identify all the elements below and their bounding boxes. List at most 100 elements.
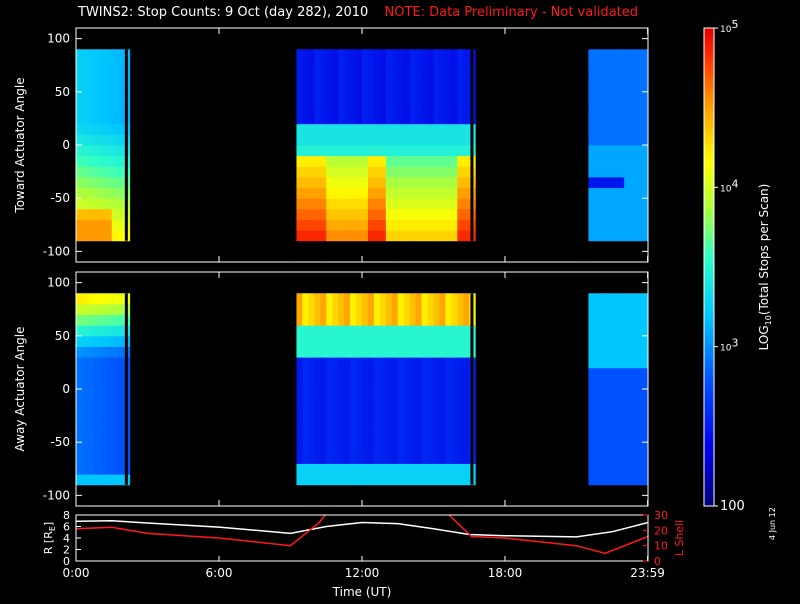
away-heatmap-cell (296, 410, 303, 422)
toward-heatmap-cell (439, 187, 446, 199)
away-heatmap-cell (105, 293, 113, 305)
away-heatmap-cell (600, 346, 607, 358)
toward-heatmap-cell (397, 49, 405, 61)
away-heatmap-cell (606, 367, 613, 379)
toward-heatmap-cell (81, 81, 89, 93)
toward-heatmap-cell (99, 176, 107, 189)
away-heatmap-cell (367, 325, 375, 337)
away-heatmap-cell (87, 442, 95, 454)
away-heatmap-cell (117, 399, 125, 411)
toward-heatmap-cell (421, 187, 429, 199)
toward-heatmap-cell (409, 166, 417, 178)
away-heatmap-cell (99, 442, 107, 454)
toward-heatmap-cell (433, 166, 440, 178)
away-heatmap-cell (93, 367, 101, 379)
toward-heatmap-cell (356, 91, 363, 103)
away-heatmap-cell (588, 367, 595, 379)
toward-heatmap-cell (320, 198, 327, 210)
away-heatmap-cell (618, 431, 625, 443)
toward-heatmap-cell (379, 166, 387, 178)
away-heatmap-cell (296, 474, 303, 486)
away-heatmap-cell (111, 378, 119, 390)
toward-heatmap-cell (350, 113, 357, 125)
toward-heatmap-cell (332, 155, 339, 167)
toward-heatmap-cell (427, 208, 434, 220)
time-x-tick-label: 6:00 (206, 566, 233, 580)
away-heatmap-cell (344, 463, 351, 475)
toward-heatmap-cell (314, 208, 321, 220)
away-heatmap-cell (445, 431, 452, 443)
away-heatmap-cell (362, 335, 369, 347)
away-heatmap-cell (308, 357, 315, 369)
toward-heatmap-cell (367, 198, 375, 210)
away-heatmap-cell (391, 346, 399, 358)
toward-heatmap-cell (367, 134, 375, 146)
toward-heatmap-cell (111, 208, 119, 220)
away-heatmap-cell (332, 420, 339, 433)
toward-heatmap-cell (433, 230, 440, 242)
toward-heatmap-cell (111, 59, 119, 72)
toward-heatmap-cell (105, 113, 113, 125)
toward-heatmap-cell (636, 113, 643, 125)
toward-heatmap-cell (391, 102, 399, 114)
away-heatmap-cell (612, 389, 619, 401)
away-heatmap-cell (391, 389, 399, 401)
toward-heatmap-cell (81, 166, 89, 178)
away-heatmap-cell (362, 357, 369, 369)
away-heatmap-cell (612, 314, 619, 326)
toward-heatmap-cell (439, 123, 446, 135)
toward-heatmap-cell (606, 208, 613, 220)
lshell-y-tick-label: 0 (654, 555, 661, 568)
toward-heatmap-cell (630, 208, 637, 220)
toward-heatmap-cell (338, 198, 345, 210)
away-heatmap-cell (105, 378, 113, 390)
away-heatmap-cell (314, 452, 321, 464)
toward-heatmap-cell (105, 59, 113, 72)
away-heatmap-cell (296, 335, 303, 347)
away-heatmap-cell (397, 452, 405, 464)
away-heatmap-cell (433, 314, 440, 326)
away-heatmap-cell (624, 389, 631, 401)
away-heatmap-cell (105, 431, 113, 443)
toward-heatmap-cell (320, 81, 327, 93)
away-heatmap-cell (362, 463, 369, 475)
away-heatmap-cell (308, 293, 315, 305)
away-heatmap-cell (332, 452, 339, 464)
away-heatmap-cell (642, 314, 648, 326)
away-heatmap-cell (76, 367, 83, 379)
away-heatmap-cell (338, 303, 345, 316)
away-heatmap-cell (332, 314, 339, 326)
away-heatmap-cell (302, 346, 309, 358)
toward-heatmap-cell (76, 70, 83, 82)
away-heatmap-cell (642, 452, 648, 464)
toward-heatmap-cell (618, 49, 625, 61)
toward-heatmap-cell (362, 166, 369, 178)
toward-heatmap-cell (588, 208, 595, 220)
toward-heatmap-cell (612, 70, 619, 82)
away-heatmap-cell (439, 325, 446, 337)
toward-heatmap-cell (367, 208, 375, 220)
toward-heatmap-cell (373, 49, 381, 61)
away-heatmap-cell (111, 367, 119, 379)
away-heatmap-cell (81, 410, 89, 422)
toward-heatmap-cell (105, 219, 113, 231)
toward-heatmap-cell (618, 123, 625, 135)
away-heatmap-cell (81, 442, 89, 454)
toward-heatmap-cell (344, 187, 351, 199)
away-heatmap-cell (427, 463, 434, 475)
toward-heatmap-cell (433, 91, 440, 103)
toward-heatmap-cell (99, 59, 107, 72)
away-heatmap-cell (308, 420, 315, 433)
toward-heatmap-cell (356, 176, 363, 189)
toward-heatmap-cell (76, 113, 83, 125)
toward-heatmap-cell (87, 166, 95, 178)
toward-heatmap-cell (600, 176, 607, 189)
toward-heatmap-cell (93, 219, 101, 231)
toward-heatmap-cell (338, 166, 345, 178)
away-heatmap-cell (630, 410, 637, 422)
away-heatmap-cell (451, 367, 458, 379)
toward-heatmap-cell (326, 166, 333, 178)
away-heatmap-cell (397, 357, 405, 369)
away-heatmap-cell (624, 293, 631, 305)
